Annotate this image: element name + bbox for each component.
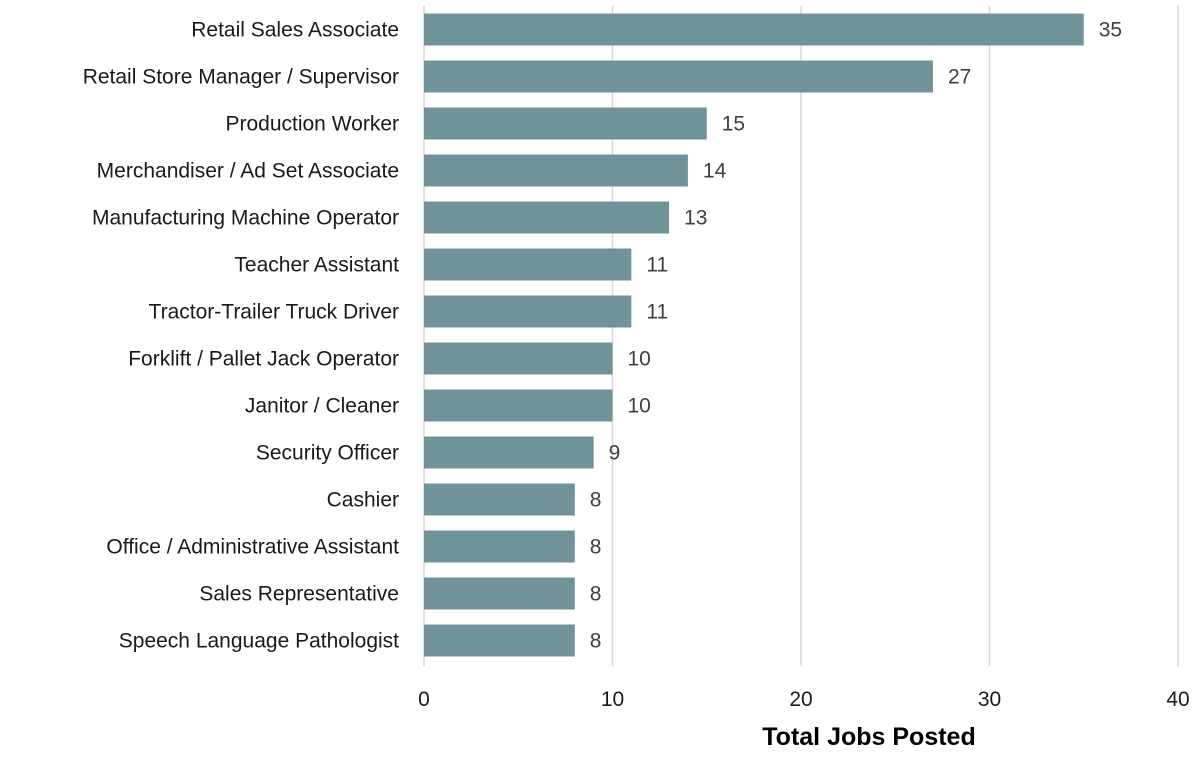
bar [424, 201, 670, 234]
category-label: Merchandiser / Ad Set Associate [97, 160, 399, 183]
data-label: 11 [646, 301, 668, 324]
data-label: 10 [628, 395, 651, 418]
data-label: 8 [590, 583, 602, 606]
bar [424, 577, 575, 610]
category-label: Cashier [327, 489, 399, 512]
x-axis-tick-labels: 0 10 20 30 40 [418, 688, 1190, 711]
bar [424, 342, 613, 375]
bar [424, 107, 707, 140]
category-label: Sales Representative [199, 583, 399, 606]
data-label: 15 [722, 113, 745, 136]
category-label: Retail Store Manager / Supervisor [83, 66, 399, 89]
category-label: Retail Sales Associate [191, 19, 399, 42]
data-label: 13 [684, 207, 707, 230]
data-label: 11 [646, 254, 668, 277]
bar [424, 530, 575, 563]
data-label: 8 [590, 630, 602, 653]
x-tick-label: 40 [1166, 688, 1189, 711]
x-tick-label: 0 [418, 688, 430, 711]
bar [424, 483, 575, 516]
x-tick-label: 10 [601, 688, 624, 711]
x-tick-label: 30 [978, 688, 1001, 711]
bar [424, 154, 688, 187]
bar [424, 295, 632, 328]
data-label: 8 [590, 536, 602, 559]
category-label: Speech Language Pathologist [119, 630, 399, 653]
data-label: 14 [703, 160, 727, 183]
bars [424, 13, 1084, 657]
category-label: Forklift / Pallet Jack Operator [128, 348, 399, 371]
data-label: 27 [948, 66, 971, 89]
x-axis-title: Total Jobs Posted [762, 723, 975, 751]
category-label: Manufacturing Machine Operator [92, 207, 399, 230]
category-labels: Retail Sales Associate Retail Store Manag… [83, 19, 399, 653]
category-label: Teacher Assistant [234, 254, 399, 277]
data-label: 8 [590, 489, 602, 512]
x-tick-label: 20 [789, 688, 812, 711]
bar [424, 389, 613, 422]
gridlines [423, 6, 1179, 666]
data-label: 10 [628, 348, 651, 371]
category-label: Janitor / Cleaner [245, 395, 399, 418]
bar [424, 248, 632, 281]
category-label: Office / Administrative Assistant [106, 536, 399, 559]
category-label: Security Officer [256, 442, 399, 465]
value-labels: 35 27 15 14 13 11 11 10 10 9 8 8 8 8 [590, 19, 1122, 653]
bar [424, 60, 933, 93]
category-label: Production Worker [225, 113, 399, 136]
data-label: 35 [1099, 19, 1122, 42]
bar [424, 436, 594, 469]
category-label: Tractor-Trailer Truck Driver [149, 301, 399, 324]
bar [424, 624, 575, 657]
bar [424, 13, 1084, 46]
data-label: 9 [609, 442, 621, 465]
